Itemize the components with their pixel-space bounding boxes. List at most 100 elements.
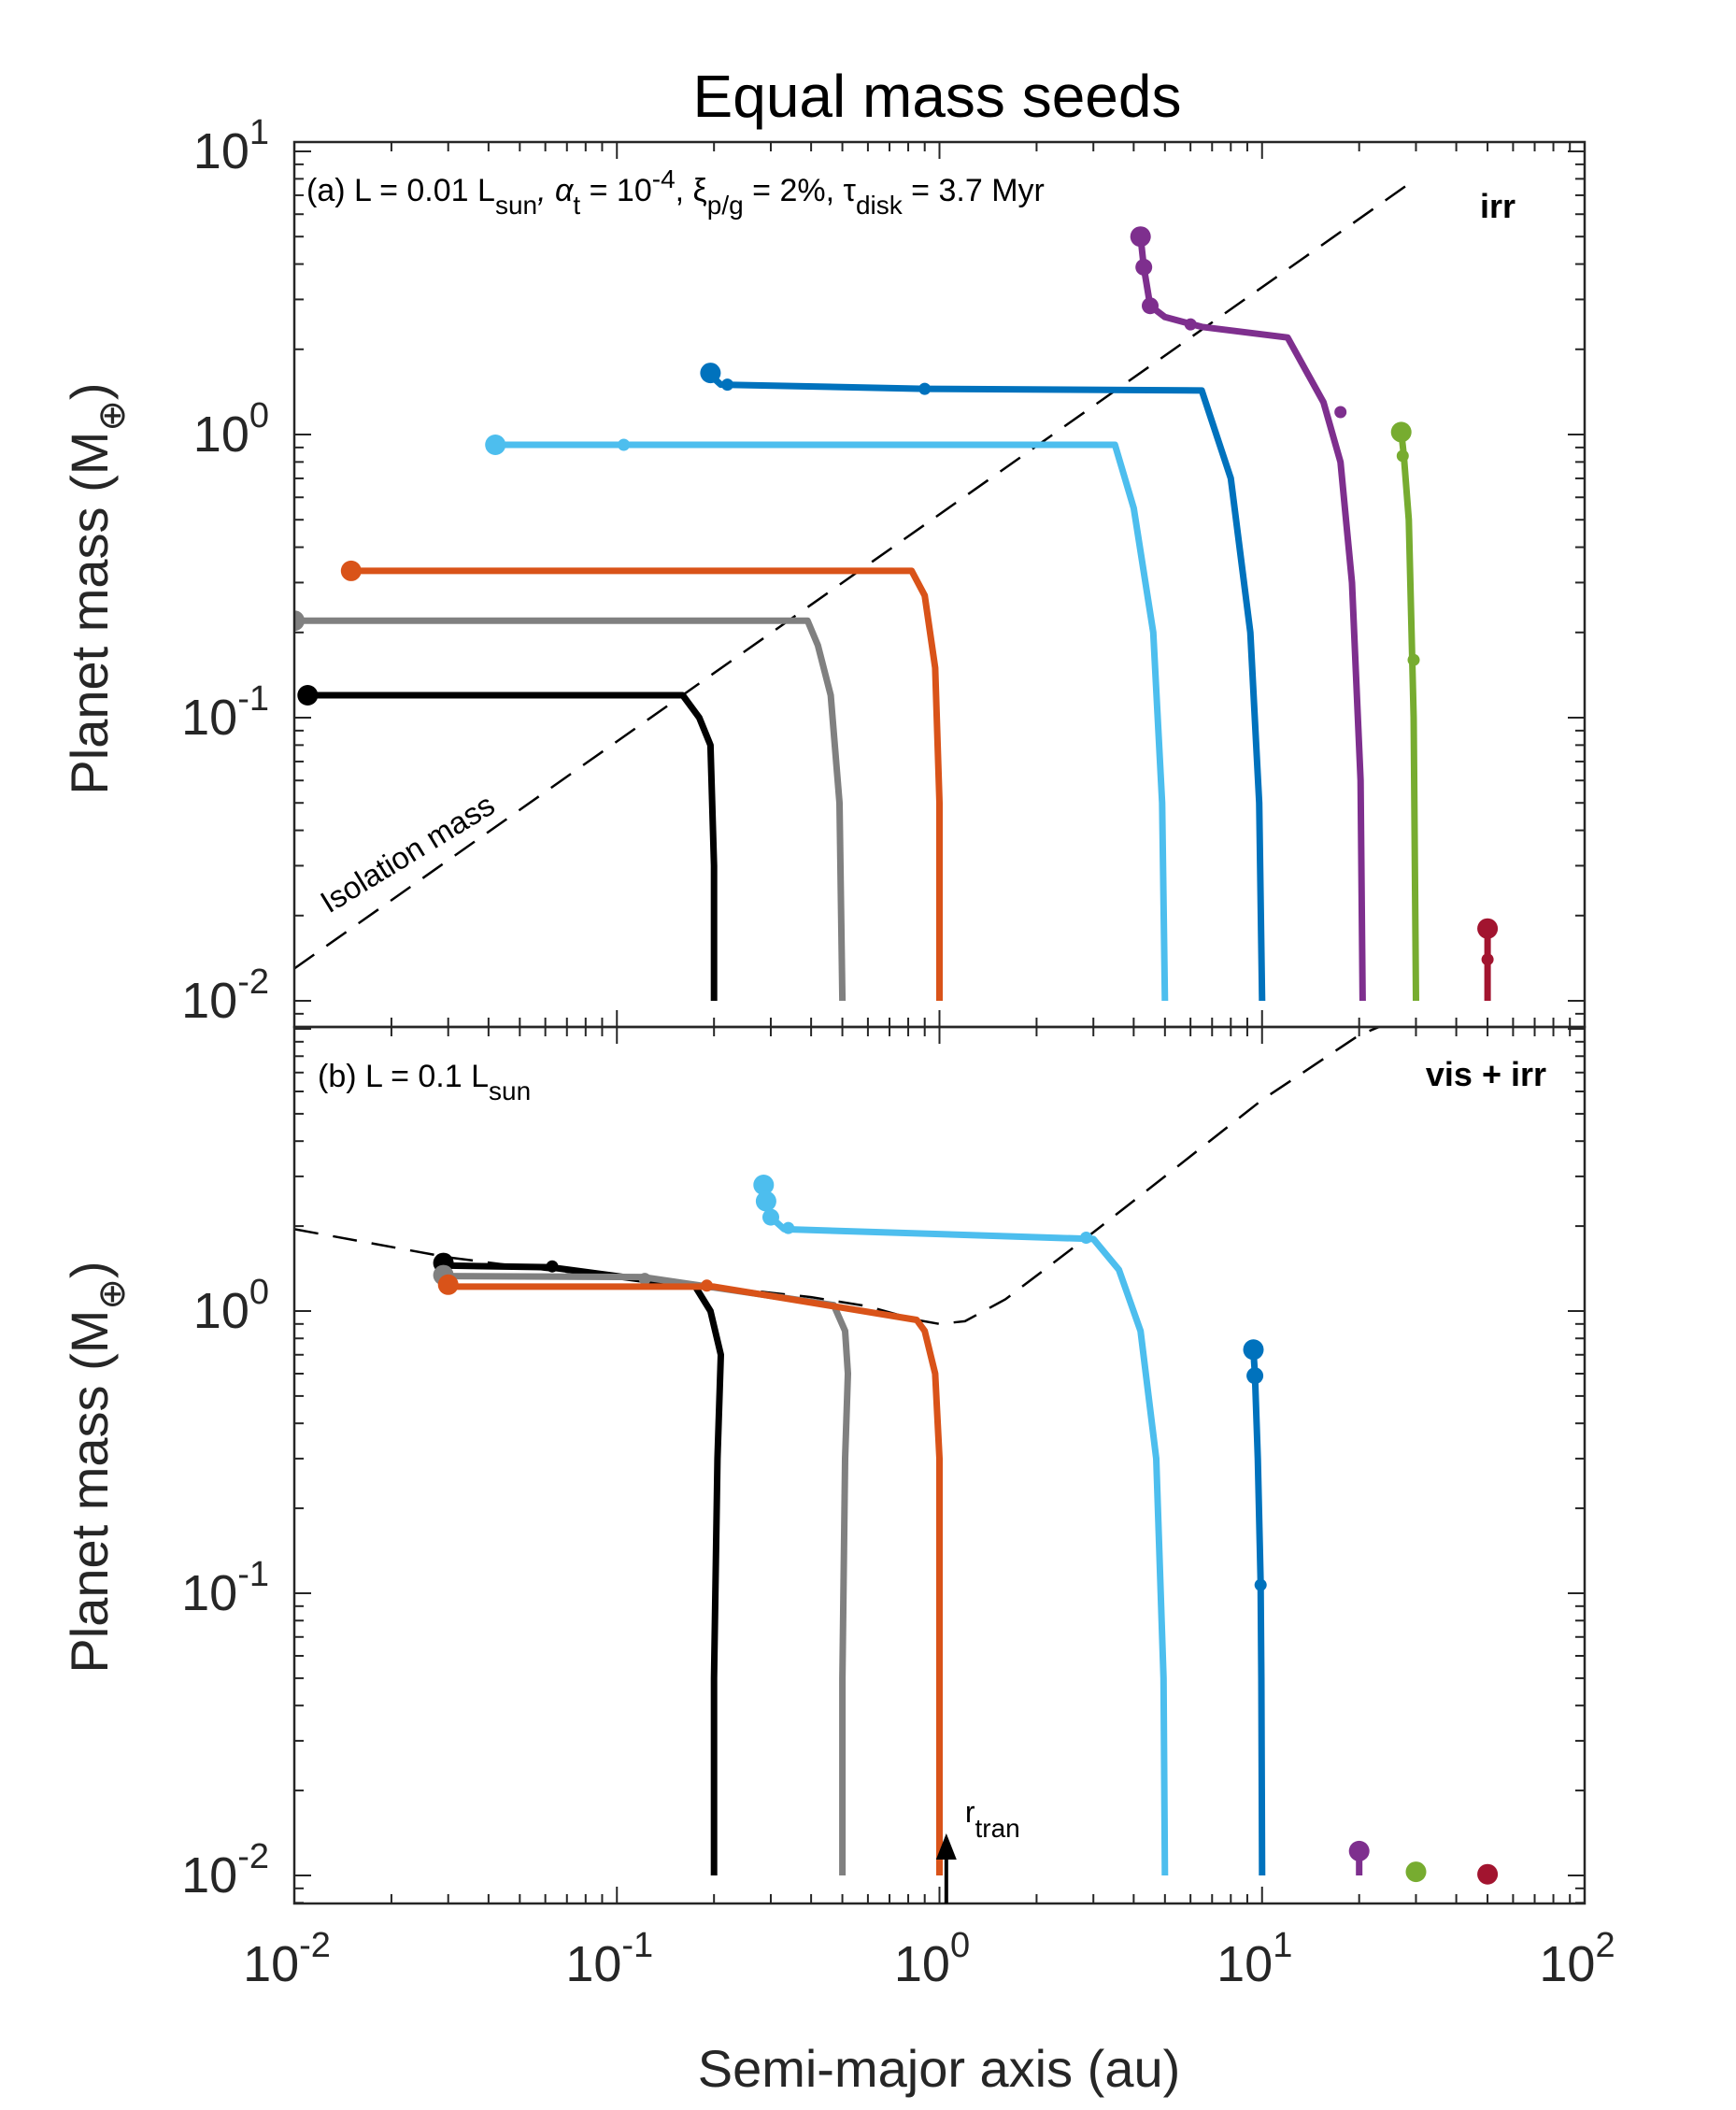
annotation-b-sub1: sun: [489, 1076, 531, 1105]
annotation-a-mid4: = 2%, τ: [744, 173, 857, 208]
y-label-top-main: Planet mass (M: [60, 432, 119, 795]
series-marker: [340, 560, 362, 581]
isolation-mass-label: Isolation mass: [314, 787, 500, 920]
y-tick-label: 10-2: [181, 962, 269, 1029]
annotation-a-sub2: t: [573, 191, 580, 220]
x-tick-exp: 1: [1273, 1926, 1292, 1965]
series-seed-50-au: [1477, 918, 1499, 1001]
series-seed-50-au: [1477, 1863, 1499, 1885]
series-marker: [1184, 318, 1197, 331]
x-tick-base: 10: [1217, 1936, 1273, 1992]
panel-b-frame: [292, 1025, 1587, 1905]
series-seed-0-2-au: [433, 1252, 724, 1875]
series-marker: [1243, 1339, 1264, 1361]
series-seed-10-au: [700, 363, 1266, 1002]
series-marker: [721, 378, 733, 392]
panel-b-annotation: (b) L = 0.1 Lsun: [318, 1059, 531, 1105]
x-tick-label: 102: [1539, 1926, 1615, 1992]
series-marker: [918, 382, 932, 395]
x-tick-exp: 0: [950, 1926, 970, 1965]
series-marker: [782, 1221, 795, 1234]
y-axis-label-top: Planet mass (M⊕): [60, 382, 133, 794]
x-tick-exp: -1: [621, 1926, 653, 1965]
y-tick-label: 10-1: [181, 1555, 269, 1621]
series-seed-20-au: [1348, 1840, 1370, 1875]
y-tick-label: 100: [193, 1273, 269, 1339]
panel-a-annotation: (a) L = 0.01 Lsun, αt = 10-4, ξp/g = 2%,…: [306, 164, 1045, 220]
series-marker: [437, 1274, 459, 1295]
y-tick-exp: 1: [249, 113, 269, 152]
x-tick-base: 10: [243, 1936, 299, 1992]
annotation-a-sub1: sun: [495, 191, 537, 220]
series-marker: [701, 1279, 713, 1292]
y-tick-base: 10: [181, 1565, 237, 1621]
y-label-bottom-close: ): [60, 1261, 119, 1278]
series-seed-5-au: [485, 435, 1169, 1002]
y-tick-exp: 0: [249, 1273, 269, 1312]
y-label-bottom-main: Planet mass (M: [60, 1310, 119, 1674]
x-tick-exp: -2: [299, 1926, 331, 1965]
series-marker: [1254, 1578, 1267, 1591]
series-seed-5-au: [753, 1175, 1169, 1876]
annotation-a-mid3: , ξ: [676, 173, 707, 208]
y-tick-base: 10: [193, 406, 249, 463]
y-tick-base: 10: [181, 1847, 237, 1903]
y-tick-label: 10-1: [181, 679, 269, 746]
series-seed-1-au: [340, 560, 943, 1001]
series-marker: [755, 1190, 776, 1212]
y-tick-label: 101: [193, 113, 269, 179]
y-tick-exp: -2: [237, 962, 269, 1002]
series-seed-0-5-au: [294, 610, 847, 1002]
series-marker: [1396, 449, 1409, 463]
panel-b: (b) L = 0.1 Lsun vis + irr rtran: [292, 1025, 1587, 1905]
series-marker: [1130, 226, 1151, 248]
y-tick-exp: -2: [237, 1837, 269, 1876]
x-tick-label: 10-1: [565, 1926, 653, 1992]
r-tran-sub: tran: [975, 1814, 1019, 1843]
series-seed-20-au: [1130, 226, 1366, 1002]
series-marker: [700, 363, 721, 384]
y-label-top-sub: ⊕: [92, 400, 133, 432]
series-marker: [294, 610, 305, 632]
series-marker: [1407, 653, 1420, 666]
series-line: [495, 441, 1169, 1002]
annotation-a-mid2: = 10: [580, 173, 652, 208]
series-seed-10-au: [1243, 1339, 1267, 1876]
series-marker: [297, 685, 319, 706]
series-line: [443, 1273, 851, 1875]
annotation-a-mid1: , α: [537, 173, 575, 208]
x-tick-base: 10: [894, 1936, 950, 1992]
y-label-bottom-sub: ⊕: [92, 1278, 133, 1310]
r-tran-label: rtran: [965, 1795, 1020, 1843]
x-tick-exp: 2: [1595, 1926, 1615, 1965]
series-marker: [638, 1273, 651, 1286]
series-marker: [762, 1208, 779, 1226]
panel-a-regime-label: irr: [1480, 187, 1515, 225]
y-tick-base: 10: [181, 973, 237, 1029]
series-seed-1-au: [437, 1274, 943, 1875]
y-axis-label-bottom: Planet mass (M⊕): [60, 1261, 133, 1673]
series-marker: [618, 438, 631, 451]
y-tick-exp: 0: [249, 396, 269, 435]
x-tick-label: 10-2: [243, 1926, 331, 1992]
x-axis-label: Semi-major axis (au): [698, 2039, 1181, 2098]
series-marker: [1481, 953, 1494, 966]
series-marker: [1348, 1840, 1370, 1861]
series-line: [443, 1262, 724, 1875]
y-tick-label: 10-2: [181, 1837, 269, 1903]
series-line: [708, 372, 1266, 1002]
series-marker: [1477, 1863, 1499, 1885]
annotation-b-prefix: (b) L = 0.1 L: [318, 1059, 489, 1094]
y-tick-base: 10: [181, 690, 237, 746]
series-line: [1137, 235, 1366, 1002]
panel-a: (a) L = 0.01 Lsun, αt = 10-4, ξp/g = 2%,…: [292, 140, 1587, 1029]
series-marker: [753, 1175, 775, 1195]
series-line: [350, 567, 943, 1001]
r-tran-main: r: [965, 1795, 975, 1829]
series-marker: [1080, 1232, 1092, 1244]
series-marker: [1334, 406, 1347, 419]
series-marker: [546, 1260, 559, 1273]
y-tick-base: 10: [193, 1283, 249, 1339]
series-line: [760, 1184, 1169, 1876]
